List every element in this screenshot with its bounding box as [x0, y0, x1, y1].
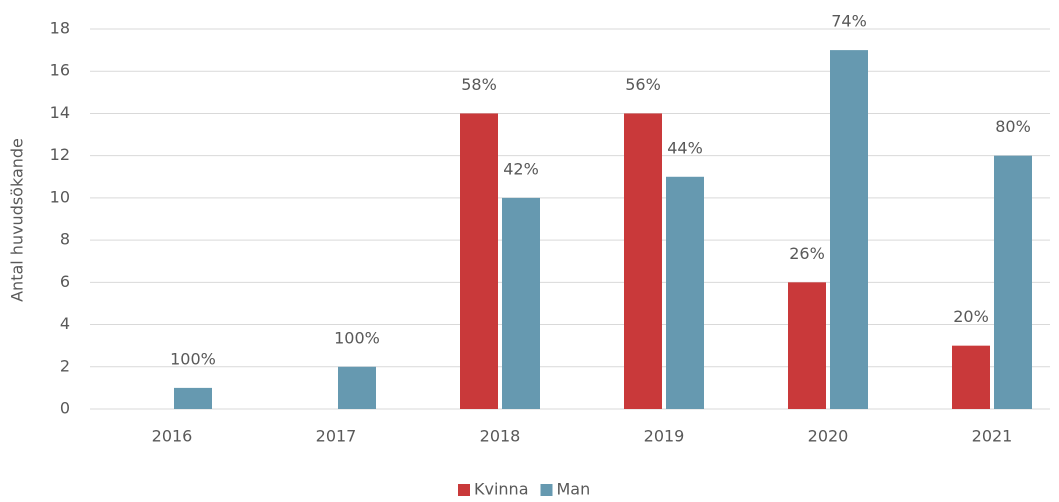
- data-label: 100%: [170, 349, 216, 368]
- legend-swatch: [458, 484, 470, 496]
- data-label: 74%: [831, 12, 867, 31]
- data-label: 58%: [461, 75, 497, 94]
- legend-label: Man: [557, 480, 591, 499]
- y-tick-label: 10: [50, 187, 70, 206]
- bar: [952, 345, 990, 409]
- bar: [460, 113, 498, 409]
- data-label: 44%: [667, 138, 703, 157]
- y-tick-label: 12: [50, 145, 70, 164]
- x-tick-label: 2016: [152, 427, 193, 446]
- bar: [830, 50, 868, 409]
- y-tick-label: 4: [60, 314, 70, 333]
- x-tick-label: 2017: [316, 427, 357, 446]
- y-tick-label: 14: [50, 103, 70, 122]
- y-tick-label: 16: [50, 61, 70, 80]
- y-tick-label: 18: [50, 19, 70, 38]
- data-label: 42%: [503, 159, 539, 178]
- bar: [666, 176, 704, 409]
- bar: [502, 197, 540, 409]
- x-tick-label: 2019: [644, 427, 685, 446]
- data-label: 20%: [953, 307, 989, 326]
- y-axis-label: Antal huvudsökande: [8, 138, 27, 302]
- bar: [174, 387, 212, 409]
- data-label: 26%: [789, 244, 825, 263]
- y-tick-label: 6: [60, 272, 70, 291]
- x-tick-label: 2020: [808, 427, 849, 446]
- bar: [994, 155, 1032, 409]
- data-label: 80%: [995, 117, 1031, 136]
- legend-label: Kvinna: [474, 480, 529, 499]
- legend-swatch: [540, 484, 553, 496]
- x-tick-label: 2018: [480, 427, 521, 446]
- data-label: 56%: [625, 75, 661, 94]
- bar: [338, 366, 376, 409]
- y-tick-label: 8: [60, 230, 70, 249]
- bar: [788, 282, 826, 409]
- x-tick-label: 2021: [972, 427, 1013, 446]
- data-label: 100%: [334, 328, 380, 347]
- y-tick-label: 0: [60, 399, 70, 418]
- bar: [624, 113, 662, 409]
- y-tick-label: 2: [60, 356, 70, 375]
